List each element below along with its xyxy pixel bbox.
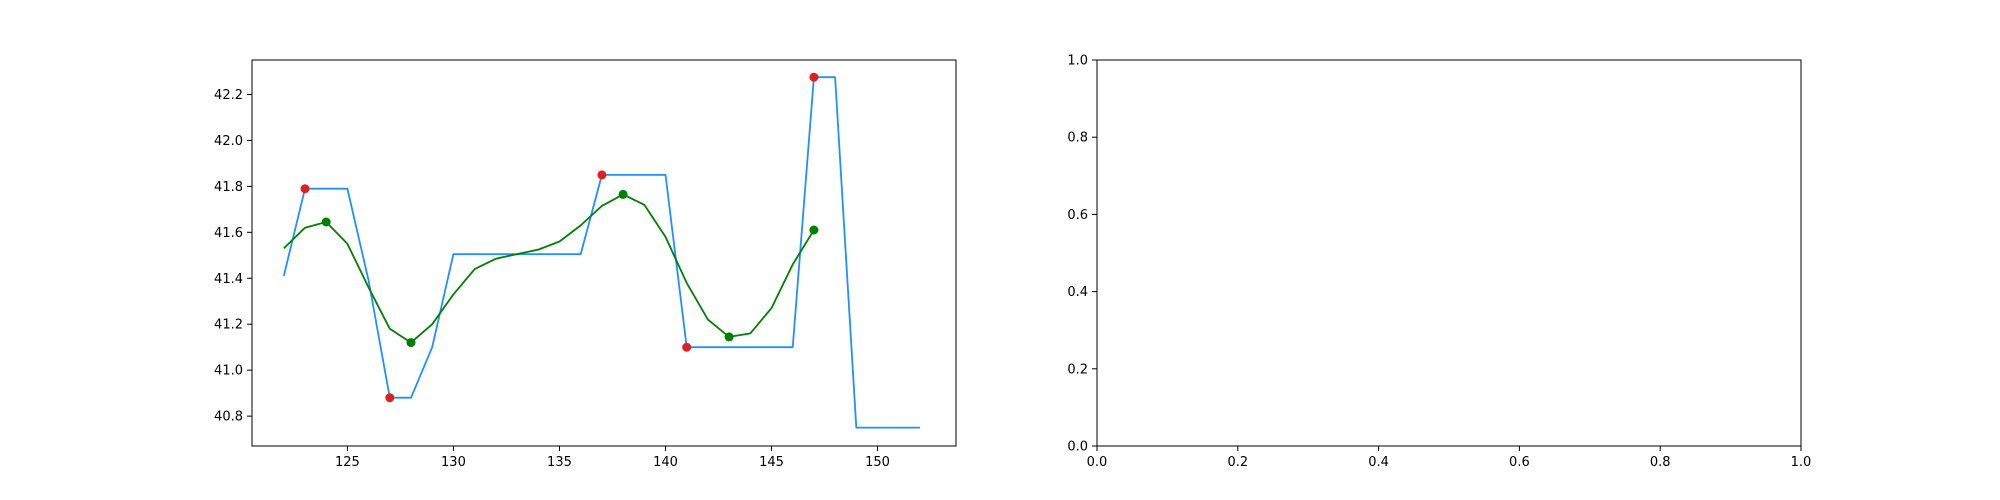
y-tick-label: 41.2 <box>214 318 243 333</box>
y-tick-label: 42.2 <box>214 88 243 103</box>
y-tick-label: 0.2 <box>1067 362 1088 377</box>
x-tick-label: 135 <box>547 455 572 470</box>
y-tick-label: 41.8 <box>214 180 243 195</box>
y-tick-label: 1.0 <box>1067 54 1088 69</box>
plot-frame <box>251 59 957 447</box>
scatter-point-3-4 <box>809 225 819 235</box>
y-tick-label: 41.6 <box>214 226 243 241</box>
scatter-point-2-2 <box>597 170 607 180</box>
y-tick-label: 0.8 <box>1067 131 1088 146</box>
y-tick-label: 42.0 <box>214 134 243 149</box>
x-tick-label: 0.6 <box>1509 455 1530 470</box>
series-line-0 <box>282 76 920 429</box>
x-tick-label: 140 <box>653 455 678 470</box>
plot-frame <box>1096 59 1802 447</box>
x-tick-label: 0.0 <box>1087 455 1108 470</box>
scatter-point-2-1 <box>385 393 395 403</box>
right-empty-chart: 0.0 0.2 0.4 0.6 0.8 1.0 0.0 0.2 0.4 0.6 0.8 1.0 <box>1067 54 1811 471</box>
y-tick-label: 40.8 <box>214 410 243 425</box>
x-tick-label: 125 <box>335 455 360 470</box>
left-chart: 125 130 135 140 145 150 40.8 41.0 41.2 41.4 41.6 41… <box>214 59 957 470</box>
series-line-1 <box>283 193 815 344</box>
scatter-point-3-1 <box>406 338 416 348</box>
x-tick-label: 0.2 <box>1227 455 1248 470</box>
y-tick-label: 41.0 <box>214 364 243 379</box>
scatter-point-2-3 <box>682 342 692 352</box>
scatter-point-3-3 <box>724 332 734 342</box>
x-tick-label: 0.8 <box>1650 455 1671 470</box>
x-tick-label: 150 <box>865 455 890 470</box>
scatter-point-3-2 <box>618 189 628 199</box>
y-tick-label: 41.4 <box>214 272 243 287</box>
scatter-point-3-0 <box>321 217 331 227</box>
x-tick-label: 0.4 <box>1368 455 1389 470</box>
y-tick-label: 0.0 <box>1067 440 1088 455</box>
y-tick-label: 0.4 <box>1067 285 1088 300</box>
scatter-point-2-4 <box>809 72 819 82</box>
scatter-point-2-0 <box>300 184 310 194</box>
y-tick-label: 0.6 <box>1067 208 1088 223</box>
x-tick-label: 145 <box>759 455 784 470</box>
x-tick-label: 1.0 <box>1791 455 1812 470</box>
x-tick-label: 130 <box>441 455 466 470</box>
